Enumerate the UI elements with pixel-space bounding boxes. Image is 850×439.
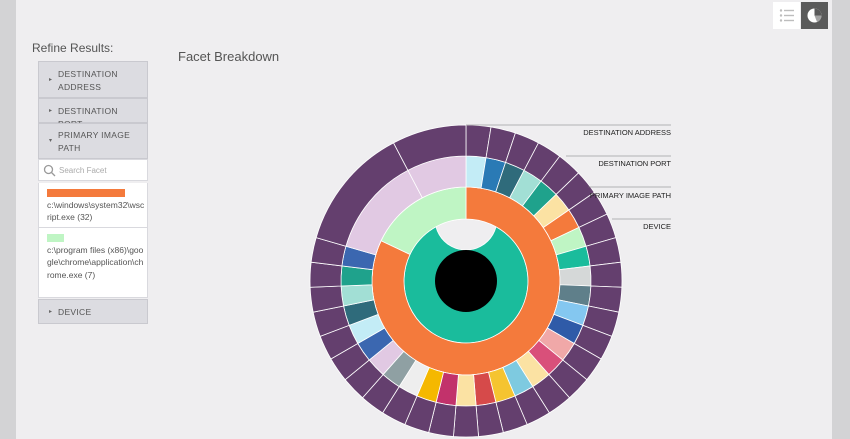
- sunburst-segment[interactable]: [558, 265, 592, 287]
- facet-destination-address[interactable]: ▸ DESTINATION ADDRESS: [38, 61, 148, 98]
- chart-view-button[interactable]: [801, 2, 828, 29]
- facet-label: PRIMARY IMAGE PATH: [58, 130, 131, 153]
- search-facet-input[interactable]: [59, 163, 143, 177]
- facet-search-box: [38, 159, 148, 181]
- legend-label: DESTINATION PORT: [598, 159, 671, 168]
- caret-right-icon: ▸: [49, 108, 53, 114]
- result-share-bar: [47, 189, 125, 197]
- legend-label: DEVICE: [643, 222, 671, 231]
- result-label: c:\windows\system32\wscript.exe (32): [47, 200, 145, 223]
- facet-device[interactable]: ▸ DEVICE: [38, 299, 148, 324]
- left-border: [0, 0, 16, 439]
- result-share-bar: [47, 234, 65, 242]
- caret-down-icon: ▾: [49, 138, 53, 144]
- sunburst-segment[interactable]: [309, 261, 343, 288]
- chart-title: Facet Breakdown: [178, 49, 280, 64]
- pie-chart-icon: [807, 8, 822, 23]
- search-icon: [43, 164, 56, 177]
- view-toggle: [773, 2, 828, 29]
- sunburst-segment[interactable]: [392, 124, 467, 171]
- facet-result-item[interactable]: c:\windows\system32\wscript.exe (32): [38, 183, 148, 228]
- sunburst-center: [435, 250, 497, 312]
- facet-label: DEVICE: [58, 307, 92, 317]
- list-icon: [779, 9, 794, 22]
- facet-result-item[interactable]: c:\program files (x86)\google\chrome\app…: [38, 228, 148, 298]
- right-scrollbar[interactable]: [832, 0, 850, 439]
- legend: DESTINATION ADDRESS DESTINATION PORT PRI…: [466, 124, 671, 231]
- facet-primary-image-path[interactable]: ▾ PRIMARY IMAGE PATH: [38, 123, 148, 159]
- facet-label: DESTINATION ADDRESS: [58, 69, 118, 92]
- legend-label: DESTINATION ADDRESS: [583, 128, 671, 137]
- caret-right-icon: ▸: [49, 77, 53, 83]
- sunburst-segment[interactable]: [455, 374, 477, 407]
- legend-label: PRIMARY IMAGE PATH: [590, 191, 671, 200]
- sunburst-segment[interactable]: [453, 405, 479, 438]
- result-label: c:\program files (x86)\google\chrome\app…: [47, 245, 144, 280]
- list-view-button[interactable]: [773, 2, 800, 29]
- caret-right-icon: ▸: [49, 309, 53, 315]
- sunburst-segment[interactable]: [589, 261, 623, 288]
- facet-destination-port[interactable]: ▸ DESTINATION PORT: [38, 98, 148, 129]
- refine-results-title: Refine Results:: [32, 41, 114, 55]
